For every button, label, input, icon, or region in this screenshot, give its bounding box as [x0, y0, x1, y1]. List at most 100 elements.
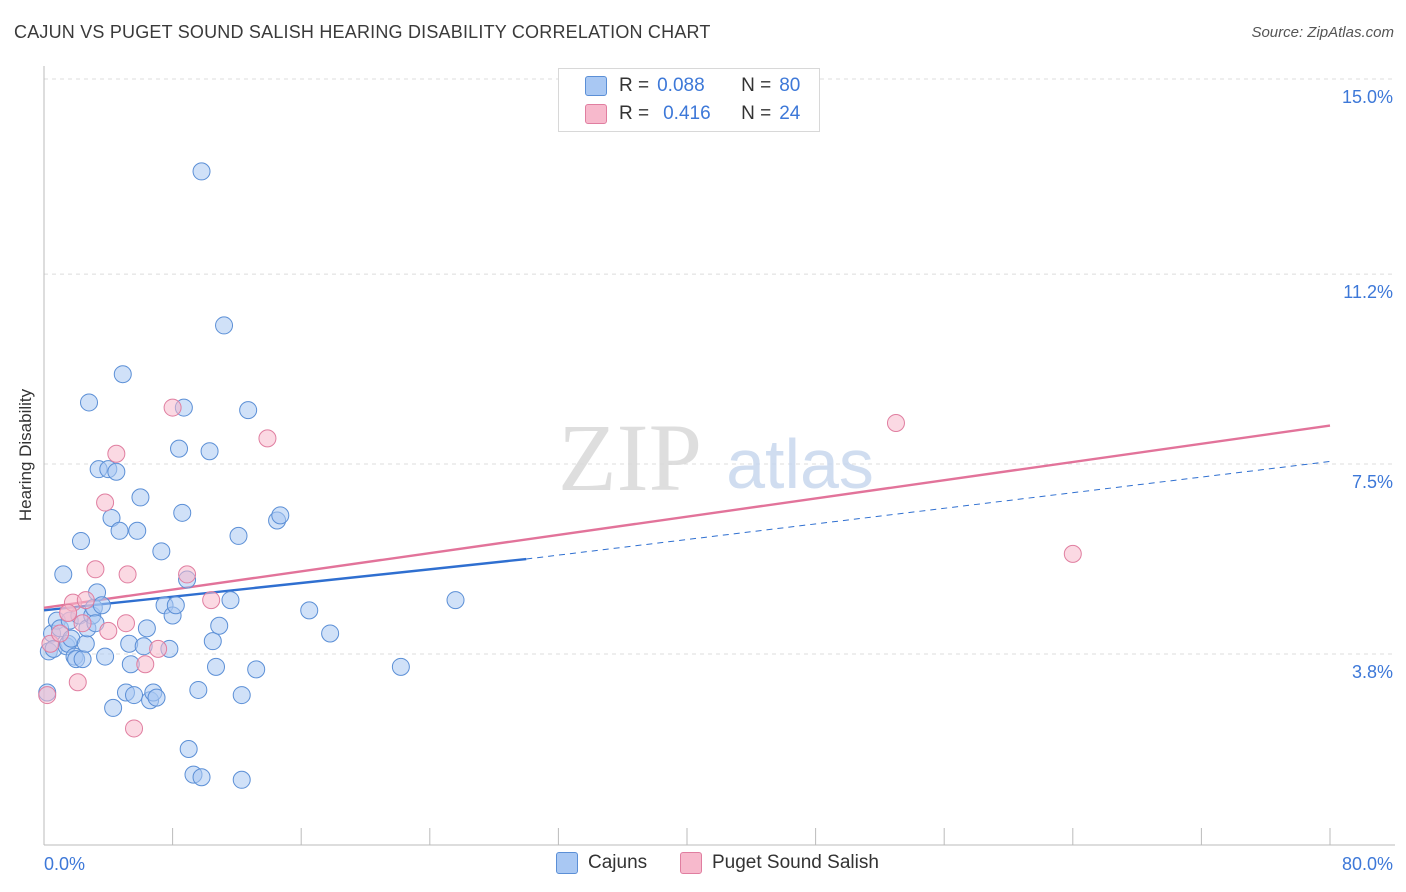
cajuns-point	[131, 488, 150, 507]
puget-point	[73, 614, 92, 633]
cajuns-point	[71, 532, 90, 551]
puget-point	[125, 719, 144, 738]
bottom-legend-label-cajuns: Cajuns	[588, 852, 648, 873]
cajuns-point	[232, 686, 251, 705]
cajuns-point	[125, 686, 144, 705]
cajuns-point	[92, 596, 111, 615]
y-tick-label-2: 11.2%	[1343, 282, 1393, 302]
gridlines	[44, 78, 1395, 655]
cajuns-point	[179, 739, 198, 758]
y-tick-label-1: 7.5%	[1352, 472, 1393, 492]
legend-r-label: R =	[619, 75, 650, 96]
puget-point	[96, 493, 115, 512]
puget-point	[136, 655, 155, 674]
cajuns-point	[192, 768, 211, 787]
puget-point	[99, 621, 118, 640]
cajuns-trend-extension	[526, 460, 1331, 560]
legend-r-value: 0.416	[663, 103, 711, 124]
puget-trend-line	[43, 424, 1331, 609]
puget-point	[68, 673, 87, 692]
cajuns-point	[271, 506, 290, 525]
cajuns-point	[110, 521, 129, 540]
cajuns-point	[207, 657, 226, 676]
y-tick-label-0: 3.8%	[1352, 662, 1393, 682]
tick-labels: 3.8% 7.5% 11.2% 15.0% 0.0% 80.0%	[44, 87, 1393, 874]
cajuns-point	[102, 508, 121, 527]
bottom-legend-label-puget: Puget Sound Salish	[712, 852, 879, 873]
legend-n-label: N =	[741, 103, 772, 124]
puget-point	[76, 591, 95, 610]
legend-row-cajuns: R = 0.088 N = 80	[585, 74, 800, 98]
x-tick-label-min: 0.0%	[44, 854, 85, 874]
cajuns-point	[300, 601, 319, 620]
cajuns-point	[147, 688, 166, 707]
cajuns-point	[73, 650, 92, 669]
cajuns-point	[229, 526, 248, 545]
cajuns-point	[104, 698, 123, 717]
x-tick-label-max: 80.0%	[1342, 854, 1393, 874]
cajuns-point	[203, 632, 222, 651]
puget-point	[163, 398, 182, 417]
puget-point	[51, 624, 70, 643]
legend-r-label: R =	[619, 103, 650, 124]
puget-point	[38, 686, 57, 705]
cajuns-point	[166, 596, 185, 615]
cajuns-point	[391, 657, 410, 676]
legend-n-value: 80	[779, 75, 801, 96]
cajuns-point	[137, 619, 156, 638]
bottom-legend-puget[interactable]: Puget Sound Salish	[680, 852, 879, 874]
cajuns-point	[170, 439, 189, 458]
puget-point	[149, 639, 168, 658]
stats-legend: R = 0.088 N = 80 R = 0.416 N = 24	[558, 68, 820, 132]
source-label: Source: ZipAtlas.com	[1251, 24, 1394, 41]
axes	[43, 66, 1395, 846]
puget-point	[107, 444, 126, 463]
y-axis-label: Hearing Disability	[16, 388, 35, 522]
puget-point	[178, 565, 197, 584]
cajuns-point	[96, 647, 115, 666]
puget-point	[258, 429, 277, 448]
puget-point	[118, 565, 137, 584]
cajuns-trend-line	[43, 557, 527, 612]
legend-row-puget: R = 0.416 N = 24	[585, 102, 800, 126]
bottom-legend-cajuns[interactable]: Cajuns	[556, 852, 647, 874]
chart-title: CAJUN VS PUGET SOUND SALISH HEARING DISA…	[14, 22, 711, 42]
cajuns-point	[113, 365, 132, 384]
bottom-legend-swatch-puget	[680, 852, 702, 874]
puget-points	[38, 398, 1082, 738]
watermark-atlas: atlas	[726, 425, 874, 503]
puget-point	[116, 614, 135, 633]
cajuns-point	[239, 401, 258, 420]
cajuns-point	[221, 591, 240, 610]
cajuns-point	[321, 624, 340, 643]
watermark: ZIP atlas	[558, 404, 874, 511]
cajuns-point	[247, 660, 266, 679]
cajuns-point	[80, 393, 99, 412]
y-tick-label-3: 15.0%	[1342, 87, 1393, 107]
legend-n-label: N =	[741, 75, 772, 96]
cajuns-point	[215, 316, 234, 335]
cajuns-point	[189, 680, 208, 699]
puget-point	[886, 413, 905, 432]
cajuns-points	[38, 162, 465, 789]
cajuns-point	[128, 521, 147, 540]
puget-point	[86, 560, 105, 579]
cajuns-point	[232, 770, 251, 789]
bottom-legend-swatch-cajuns	[556, 852, 578, 874]
bottom-legend: Cajuns Puget Sound Salish	[0, 852, 1406, 878]
cajuns-point	[76, 634, 95, 653]
cajuns-point	[210, 616, 229, 635]
puget-point	[202, 591, 221, 610]
cajuns-point	[200, 442, 219, 461]
cajuns-point	[173, 503, 192, 522]
puget-point	[59, 603, 78, 622]
cajuns-point	[446, 591, 465, 610]
cajuns-point	[107, 462, 126, 481]
cajuns-point	[152, 542, 171, 561]
cajuns-point	[54, 565, 73, 584]
cajuns-point	[192, 162, 211, 181]
puget-point	[1063, 544, 1082, 563]
watermark-zip: ZIP	[558, 404, 702, 511]
legend-swatch-cajuns	[585, 76, 607, 96]
